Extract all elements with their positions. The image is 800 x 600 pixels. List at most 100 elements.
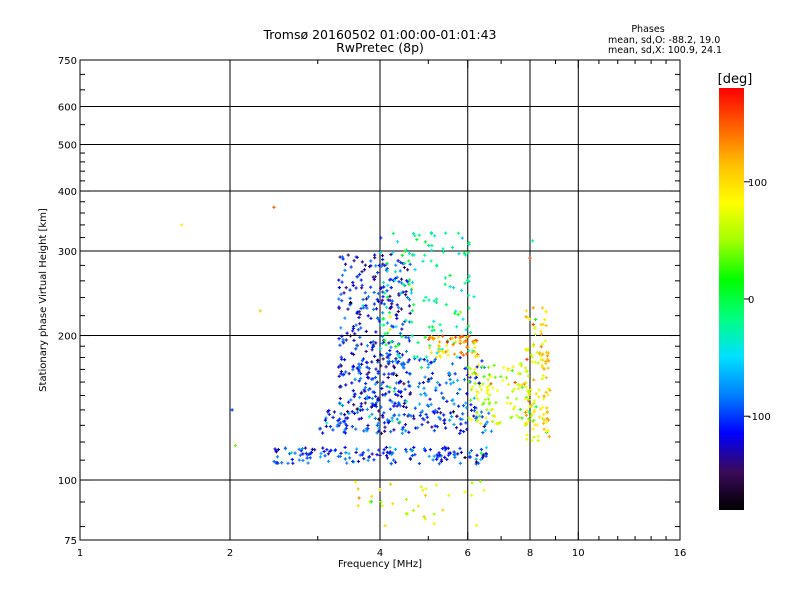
data-point: [456, 452, 460, 456]
data-point: [380, 264, 384, 268]
data-point: [388, 450, 392, 454]
data-point: [378, 488, 382, 492]
data-point: [538, 351, 542, 355]
data-point: [484, 422, 488, 426]
data-point: [543, 317, 547, 322]
data-point: [539, 332, 543, 336]
data-point: [545, 411, 549, 415]
data-point: [233, 443, 237, 448]
phases-mean-o: mean, sd,O: -88.2, 19.0: [608, 35, 720, 46]
data-point: [408, 371, 412, 376]
data-point: [444, 381, 448, 385]
data-point: [360, 453, 364, 457]
data-point: [486, 365, 491, 369]
data-point: [357, 369, 361, 373]
data-point: [343, 445, 347, 450]
data-point: [430, 334, 434, 339]
data-point: [481, 402, 485, 406]
data-point: [427, 454, 431, 458]
data-point: [366, 314, 370, 318]
data-point: [345, 331, 349, 335]
data-point: [384, 445, 388, 450]
data-point: [275, 455, 280, 459]
data-point: [461, 317, 465, 321]
data-point: [456, 404, 461, 408]
data-point: [513, 380, 517, 385]
data-point: [386, 375, 390, 380]
data-point: [462, 251, 466, 255]
data-point: [479, 458, 483, 462]
chart-subtitle: RwPretec (8p): [336, 40, 424, 55]
data-point: [398, 404, 402, 408]
data-point: [541, 374, 545, 378]
data-point: [445, 343, 449, 347]
data-point: [518, 407, 522, 412]
data-point: [524, 309, 529, 313]
data-point: [524, 413, 529, 417]
data-point: [405, 400, 409, 404]
data-point: [398, 331, 403, 335]
data-point: [429, 259, 433, 263]
data-point: [340, 334, 344, 338]
data-point: [410, 449, 414, 453]
data-point: [385, 289, 389, 293]
data-point: [408, 311, 412, 315]
data-point: [404, 293, 408, 297]
data-point: [541, 322, 545, 326]
data-point: [378, 346, 383, 351]
data-point: [358, 322, 362, 326]
data-point: [382, 317, 386, 321]
data-point: [481, 454, 485, 458]
data-point: [414, 426, 418, 430]
data-point: [475, 453, 479, 457]
data-point: [382, 372, 386, 376]
data-point: [412, 253, 416, 257]
data-point: [399, 291, 403, 295]
data-point: [323, 454, 327, 458]
data-point: [385, 418, 390, 422]
data-point: [376, 292, 380, 296]
data-point: [343, 419, 347, 423]
data-point: [381, 357, 385, 361]
data-point: [407, 282, 411, 286]
data-point: [389, 430, 393, 434]
data-point: [366, 448, 370, 452]
data-point: [366, 388, 370, 392]
data-point: [464, 401, 468, 405]
data-point: [376, 270, 380, 275]
data-point: [429, 360, 433, 364]
data-point: [428, 397, 432, 401]
data-point: [404, 497, 408, 502]
data-point: [396, 354, 400, 358]
data-point: [478, 480, 482, 484]
data-point: [459, 350, 464, 355]
data-point: [342, 291, 346, 295]
data-point: [397, 280, 401, 284]
data-point: [404, 405, 408, 409]
data-point: [363, 389, 367, 393]
data-point: [337, 365, 341, 369]
data-point: [393, 401, 397, 405]
data-point: [290, 451, 294, 455]
data-point: [367, 415, 372, 419]
data-point: [392, 458, 396, 462]
data-point: [475, 373, 480, 377]
data-point: [545, 357, 550, 361]
data-point: [466, 251, 470, 255]
data-point: [422, 357, 426, 362]
data-point: [389, 277, 393, 282]
data-point: [376, 421, 380, 425]
data-point: [542, 367, 546, 371]
data-point: [337, 374, 341, 378]
data-point: [354, 450, 358, 455]
colorbar-tick-label: 100: [748, 178, 767, 189]
data-point: [441, 247, 445, 251]
data-point: [426, 404, 431, 408]
data-point: [372, 278, 376, 282]
data-point: [475, 389, 479, 393]
data-point: [432, 522, 436, 526]
data-point: [518, 362, 522, 366]
data-point: [371, 339, 375, 344]
data-point: [518, 372, 522, 376]
data-point: [472, 409, 477, 413]
